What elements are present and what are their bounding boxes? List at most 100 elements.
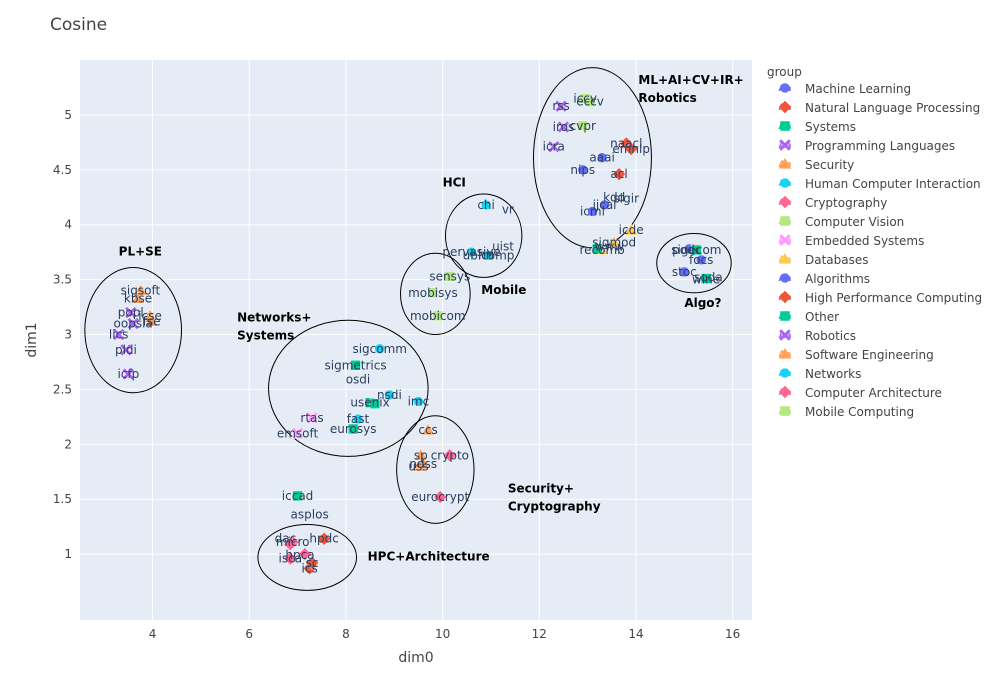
point-label-iccad: iccad [282,489,314,503]
point-label-aaai: aaai [589,151,614,165]
legend-item-algorithms: Aa Algorithms [778,272,870,286]
legend-swatch-networks [779,367,791,379]
point-label-sigsoft: sigsoft [121,284,161,298]
point-label-usenix: usenix [350,396,389,410]
legend-label-machine-learning: Machine Learning [805,82,911,96]
legend-swatch-human-computer-interaction [779,177,791,189]
cluster-annotation: Algo? [684,296,721,310]
legend-swatch-natural-language-processing [778,100,792,114]
point-label-focs: focs [689,253,713,267]
chart-title: Cosine [50,15,107,35]
marker-nsdi [384,389,395,401]
point-label-pldi: pldi [115,343,137,357]
point-label-sigmod: sigmod [592,235,636,249]
legend-text-sample: Aa [778,198,791,208]
y-tick-label: 2.5 [53,382,72,396]
cluster-annotation-line: HCI [443,175,466,189]
marker-acl [612,167,626,182]
marker-sigsoft [133,283,148,296]
legend-text-sample: Aa [778,293,791,303]
gridlines [80,60,752,620]
point-label-icra: icra [543,140,565,154]
data-markers [112,93,712,576]
legend-label-mobile-computing: Mobile Computing [805,405,914,419]
x-tick-label: 10 [435,627,450,641]
y-tick-label: 1.5 [53,492,72,506]
legend-swatch-high-performance-computing [778,290,792,304]
point-label-sp: sp [414,448,428,462]
legend-swatch-databases [778,251,792,265]
legend-text-sample: Aa [778,236,791,246]
marker-pervasive [466,246,477,258]
y-tick-label: 4.5 [53,163,72,177]
point-label-emsoft: emsoft [277,426,319,440]
marker-icra [547,140,561,154]
point-label-sensys: sensys [429,269,470,283]
marker-rtas [305,411,319,425]
legend-swatch-robotics [778,328,792,342]
legend-swatch-embedded-systems [778,233,792,247]
legend-text-sample: Aa [778,255,791,265]
point-label-hri: hri [478,247,494,261]
marker-sigecom [691,244,702,256]
legend-title: group [767,65,802,79]
cluster-annotation-line: Systems [237,328,294,342]
legend-item-embedded-systems: Aa Embedded Systems [778,233,924,248]
cluster-annotation: Networks+ Systems [237,310,311,342]
cluster-annotation-line: Robotics [638,91,696,105]
legend-label-high-performance-computing: High Performance Computing [805,291,982,305]
point-label-naacl: naacl [610,136,642,150]
point-label-popl: popl [118,306,144,320]
point-label-ndss: ndss [409,457,437,471]
marker-icfp [121,367,135,381]
legend-item-other: Aa Other [778,310,839,324]
marker-osdi [369,398,381,409]
cluster-ellipse [268,319,429,457]
cluster-annotation-line: Algo? [684,296,721,310]
cluster-ellipse [444,193,523,278]
point-label-mobicom: mobicom [410,309,466,323]
point-label-hpdc: hpdc [309,532,338,546]
point-label-micro: micro [276,535,310,549]
legend-swatch-other [779,310,791,322]
marker-ndss [416,457,431,470]
legend-item-systems: Aa Systems [778,120,856,134]
legend-label-embedded-systems: Embedded Systems [805,234,924,248]
point-label-imc: imc [408,394,430,408]
legend-swatch-software-engineering [778,346,792,360]
legend-item-robotics: Aa Robotics [778,328,856,343]
point-label-nips: nips [570,163,595,177]
legend-item-human-computer-interaction: Aa Human Computer Interaction [778,177,980,191]
cluster-annotation-line: Security+ [508,482,574,496]
x-tick-labels: 4 6 8 10 12 14 16 [149,627,741,641]
point-label-mobisys: mobisys [408,286,458,300]
marker-rss [554,99,568,113]
legend-item-computer-vision: Aa Computer Vision [778,215,904,229]
legend-item-mobile-computing: Aa Mobile Computing [778,405,914,419]
legend-item-security: Aa Security [778,156,854,172]
legend-label-other: Other [805,310,839,324]
legend-text-sample: Aa [778,388,791,398]
legend-swatch-algorithms [779,272,791,284]
legend-swatch-programming-languages [778,138,792,152]
legend-item-high-performance-computing: Aa High Performance Computing [778,290,982,305]
legend-label-networks: Networks [805,367,861,381]
cluster-annotation-line: Cryptography [508,500,601,514]
marker-eurocrypt [433,490,448,504]
point-label-crypto: crypto [431,448,469,462]
marker-aaai [596,152,608,163]
marker-popl [124,306,138,319]
point-label-www: www [595,240,625,254]
marker-kdd [592,243,603,255]
point-label-recomb: recomb [579,243,624,257]
marker-hpdc [317,531,331,546]
legend-text-sample: Aa [778,179,791,189]
cluster-ellipse [400,252,471,336]
point-label-fse: fse [143,314,161,328]
point-label-podc: podc [672,243,701,257]
legend-label-computer-vision: Computer Vision [805,215,904,229]
point-label-eurosys: eurosys [330,422,377,436]
y-tick-labels: 1 1.5 2 2.5 3 3.5 4 4.5 5 [53,108,72,561]
point-label-uss: uss [408,459,428,473]
